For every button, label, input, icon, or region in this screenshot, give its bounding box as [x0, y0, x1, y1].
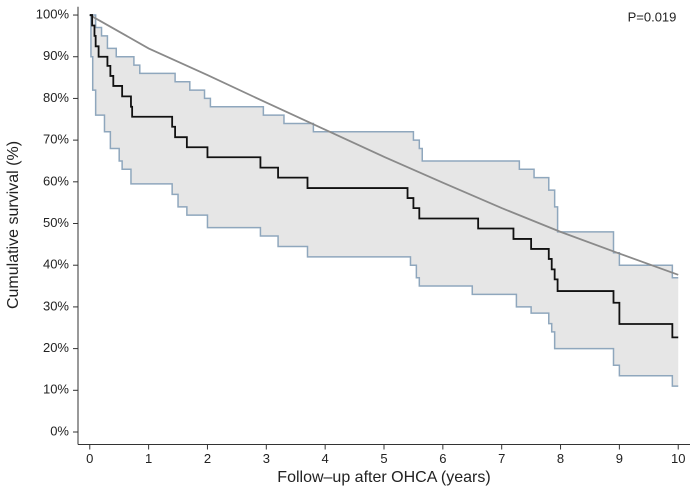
x-tick-label: 0	[86, 451, 93, 466]
y-tick-label: 100%	[36, 6, 70, 21]
y-axis-title: Cumulative survival (%)	[5, 141, 22, 309]
expected-line	[89, 14, 679, 276]
x-axis-title: Follow–up after OHCA (years)	[277, 469, 490, 486]
x-tick-label: 2	[204, 451, 211, 466]
x-tick-label: 10	[671, 451, 685, 466]
x-tick-label: 5	[380, 451, 387, 466]
y-tick-label: 10%	[43, 382, 69, 397]
x-tick-label: 9	[616, 451, 623, 466]
x-tick-label: 7	[498, 451, 505, 466]
ci_lower-line	[89, 14, 679, 387]
y-tick-label: 50%	[43, 215, 69, 230]
y-tick-label: 90%	[43, 48, 69, 63]
x-tick-label: 1	[145, 451, 152, 466]
y-tick-label: 80%	[43, 90, 69, 105]
y-tick-label: 30%	[43, 298, 69, 313]
y-tick-label: 20%	[43, 340, 69, 355]
y-tick-label: 60%	[43, 173, 69, 188]
p-value: P=0.019	[628, 9, 677, 24]
x-tick-label: 3	[263, 451, 270, 466]
x-tick-label: 6	[439, 451, 446, 466]
y-tick-label: 70%	[43, 132, 69, 147]
x-tick-label: 4	[322, 451, 329, 466]
ci-band	[89, 15, 679, 387]
ci_upper-line	[89, 14, 679, 279]
y-tick-label: 0%	[50, 423, 69, 438]
km-line	[89, 14, 679, 339]
y-tick-label: 40%	[43, 257, 69, 272]
x-tick-label: 8	[557, 451, 564, 466]
